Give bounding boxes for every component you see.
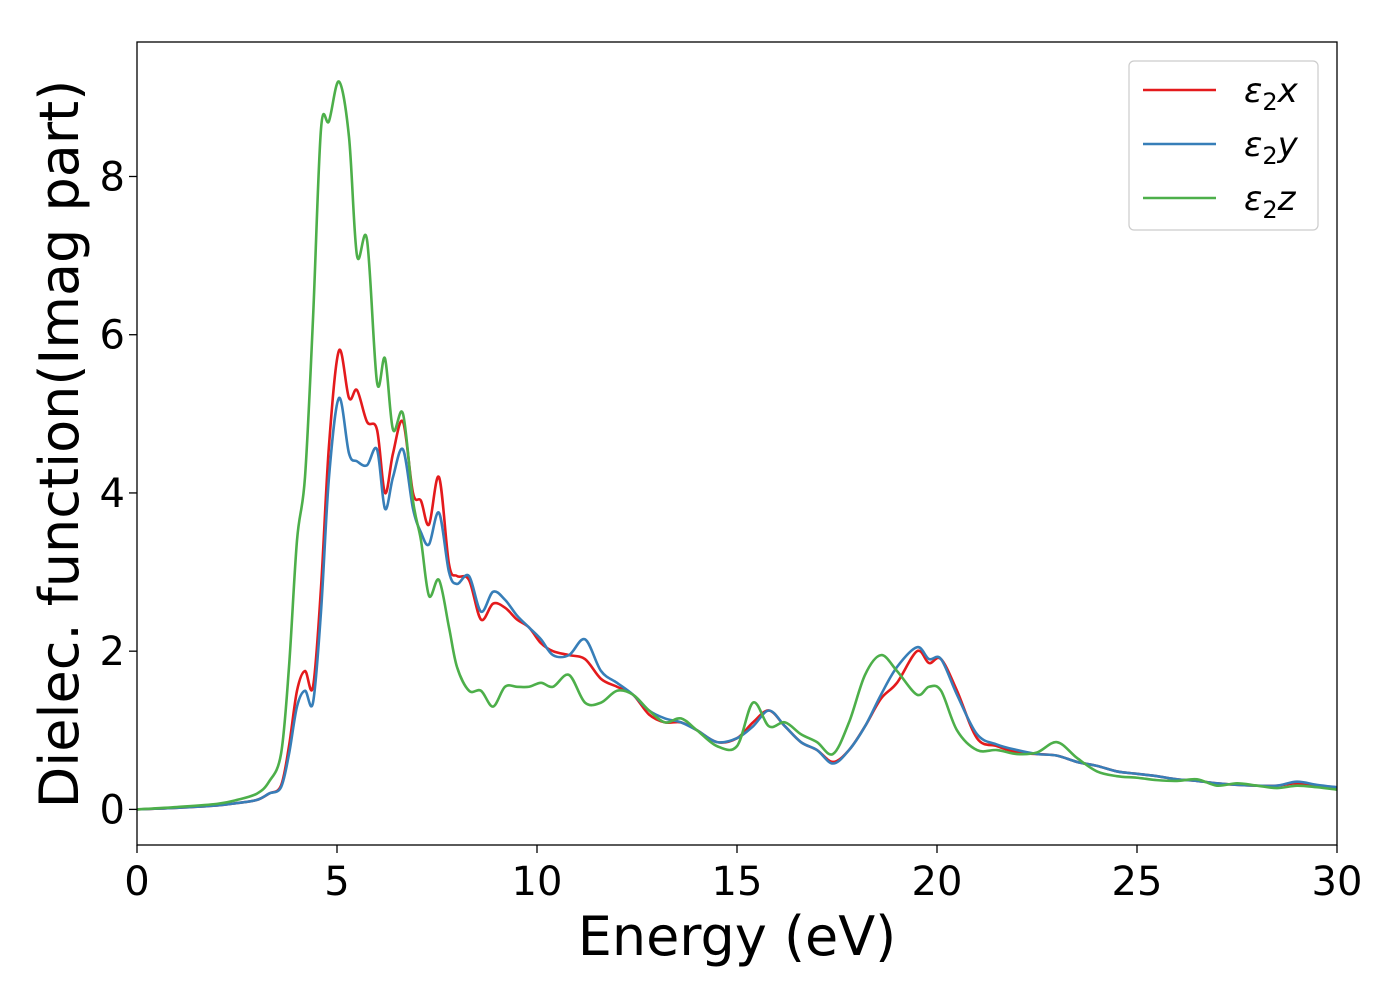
y-tick-label: 8 [100,154,125,200]
x-tick-label: 30 [1312,859,1363,905]
y-tick-label: 2 [100,629,125,675]
legend-frame [1128,60,1319,231]
y-axis-title: Dielec. function(Imag part) [28,80,91,809]
x-tick-label: 10 [512,859,563,905]
x-tick-label: 0 [124,859,149,905]
y-tick-label: 6 [100,313,125,359]
x-axis-title: Energy (eV) [578,905,897,968]
legend-label-1: ε2x [1244,71,1299,116]
series-line-3 [137,80,1337,811]
legend-label-2: ε2y [1244,125,1299,170]
y-axis: 0 2 4 6 8 [100,154,137,833]
x-tick-label: 25 [1112,859,1163,905]
legend-label-3: ε2z [1244,179,1297,224]
series-layer [137,80,1337,811]
x-tick-label: 20 [912,859,963,905]
x-axis: 0 5 10 15 20 25 30 [124,845,1362,905]
x-tick-label: 15 [712,859,763,905]
y-tick-label: 4 [100,471,125,517]
legend: ε2x ε2y ε2z [1128,60,1319,231]
series-line-2 [137,396,1337,811]
y-tick-label: 0 [100,787,125,833]
x-tick-label: 5 [324,859,349,905]
